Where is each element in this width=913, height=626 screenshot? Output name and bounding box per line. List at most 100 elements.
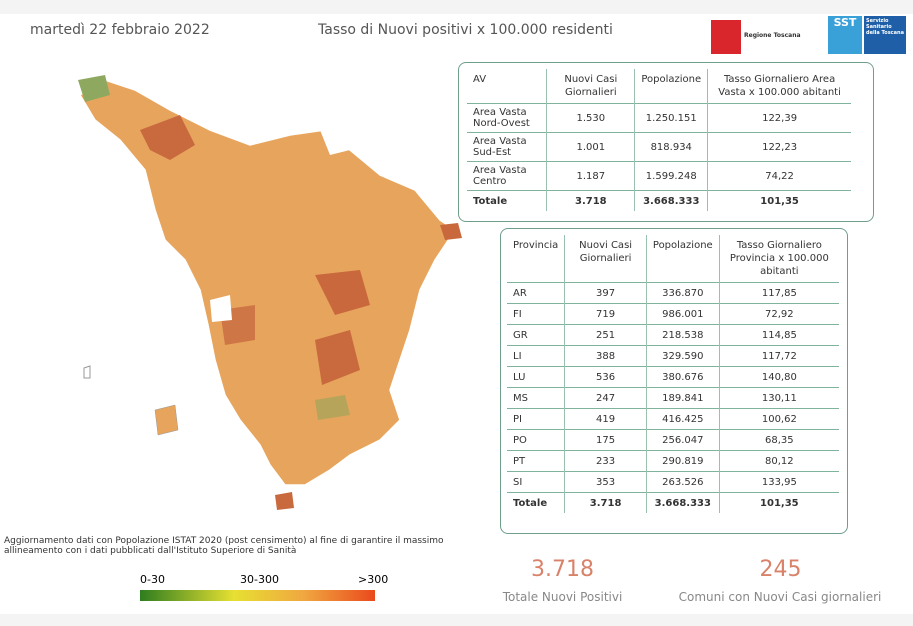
row: PI 419 416.425 100,62 [507, 408, 839, 430]
kpi-label: Comuni con Nuovi Casi giornalieri [678, 590, 882, 604]
total-cell: 3.668.333 [634, 190, 709, 211]
legend-bar [140, 590, 375, 601]
cell: 1.599.248 [634, 161, 709, 191]
total-cell: 3.718 [546, 190, 636, 211]
cell: 175 [564, 429, 647, 451]
cell: 1.187 [546, 161, 636, 191]
total-row: Totale 3.718 3.668.333 101,35 [467, 190, 851, 211]
column-header: Nuovi Casi Giornalieri [546, 69, 636, 104]
logo-text: Regione Toscana [744, 32, 801, 39]
row: SI 353 263.526 133,95 [507, 471, 839, 493]
island [154, 404, 179, 436]
table-av: AV Nuovi Casi Giornalieri Popolazione Tasso… [467, 69, 851, 211]
area-low [78, 75, 110, 102]
area-none [210, 295, 232, 322]
total-cell: 101,35 [719, 492, 839, 513]
cell: PT [507, 450, 566, 472]
cell: 256.047 [646, 429, 720, 451]
cell: 251 [564, 324, 647, 346]
cell: 130,11 [719, 387, 839, 409]
cell: 419 [564, 408, 647, 430]
row: Area Vasta Nord-Ovest 1.530 1.250.151 122,3… [467, 103, 851, 133]
table-provincia: Provincia Nuovi Casi Giornalieri Popolazio… [507, 235, 839, 513]
logo-sst: SST [828, 16, 862, 54]
cell: Area Vasta Centro [467, 161, 548, 191]
cell: PI [507, 408, 566, 430]
cell: 1.530 [546, 103, 636, 133]
logo-icon [711, 20, 741, 54]
cell: 1.250.151 [634, 103, 709, 133]
column-header: Provincia [507, 235, 566, 283]
cell: 122,23 [707, 132, 851, 162]
cell: 72,92 [719, 303, 839, 325]
total-row: Totale 3.718 3.668.333 101,35 [507, 492, 839, 513]
cell: 329.590 [646, 345, 720, 367]
column-header: AV [467, 69, 548, 104]
cell: FI [507, 303, 566, 325]
cell: AR [507, 282, 566, 304]
area-high [140, 115, 195, 160]
row: PT 233 290.819 80,12 [507, 450, 839, 472]
cell: 986.001 [646, 303, 720, 325]
column-header: Tasso Giornaliero Provincia x 100.000 ab… [729, 240, 829, 277]
area-low [315, 395, 350, 420]
region-shape [78, 79, 457, 486]
header-row: Provincia Nuovi Casi Giornalieri Popolazio… [507, 235, 839, 283]
cell: 336.870 [646, 282, 720, 304]
legend-label: 30-300 [240, 573, 279, 586]
row: Area Vasta Sud-Est 1.001 818.934 122,23 [467, 132, 851, 162]
cell: 233 [564, 450, 647, 472]
total-cell: Totale [507, 492, 566, 513]
cell: 100,62 [719, 408, 839, 430]
cell: 397 [564, 282, 647, 304]
legend-label: >300 [358, 573, 389, 586]
cell: LU [507, 366, 566, 388]
cell: 416.425 [646, 408, 720, 430]
cell: 117,72 [719, 345, 839, 367]
kpi-label: Totale Nuovi Positivi [502, 590, 623, 604]
row: AR 397 336.870 117,85 [507, 282, 839, 304]
row: LU 536 380.676 140,80 [507, 366, 839, 388]
area-high [315, 330, 360, 385]
cell: 353 [564, 471, 647, 493]
total-cell: 3.718 [564, 492, 647, 513]
cell: 122,39 [707, 103, 851, 133]
cell: 247 [564, 387, 647, 409]
cell: 133,95 [719, 471, 839, 493]
footnote: Aggiornamento dati con Popolazione ISTAT… [4, 536, 444, 556]
cell: 388 [564, 345, 647, 367]
legend-label: 0-30 [140, 573, 165, 586]
cell: 290.819 [646, 450, 720, 472]
total-cell: 101,35 [707, 190, 851, 211]
cell: 114,85 [719, 324, 839, 346]
column-header: Popolazione [646, 235, 720, 283]
column-header: Popolazione [634, 69, 709, 104]
table-provincia-box: Provincia Nuovi Casi Giornalieri Popolazio… [500, 228, 848, 534]
area-high [440, 223, 462, 240]
cell: Area Vasta Nord-Ovest [467, 103, 548, 133]
map [78, 75, 462, 510]
column-header: Tasso Giornaliero Area Vasta x 100.000 a… [718, 74, 841, 98]
total-cell: Totale [467, 190, 548, 211]
island [275, 492, 294, 510]
row: LI 388 329.590 117,72 [507, 345, 839, 367]
cell: 140,80 [719, 366, 839, 388]
cell: 80,12 [719, 450, 839, 472]
kpi-value: 3.718 [531, 557, 594, 582]
row: GR 251 218.538 114,85 [507, 324, 839, 346]
cell: 74,22 [707, 161, 851, 191]
logo-text: Servizio Sanitario della Toscana [864, 16, 906, 54]
island [83, 365, 91, 379]
cell: 536 [564, 366, 647, 388]
date: martedì 22 febbraio 2022 [30, 22, 210, 38]
row: PO 175 256.047 68,35 [507, 429, 839, 451]
cell: MS [507, 387, 566, 409]
cell: 818.934 [634, 132, 709, 162]
header-row: AV Nuovi Casi Giornalieri Popolazione Tasso… [467, 69, 851, 104]
area-high [315, 270, 370, 315]
cell: GR [507, 324, 566, 346]
area-none [320, 125, 350, 155]
cell: 189.841 [646, 387, 720, 409]
row: FI 719 986.001 72,92 [507, 303, 839, 325]
